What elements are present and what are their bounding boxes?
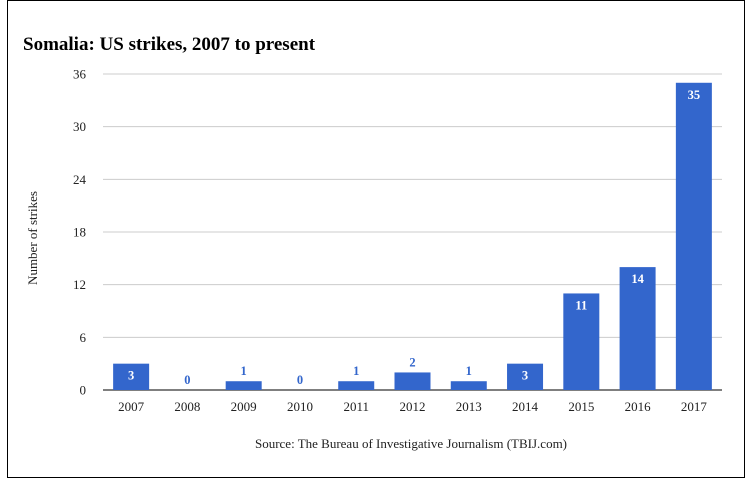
y-tick-label: 18: [73, 225, 86, 240]
bar-2011: [338, 381, 375, 390]
bar-value-label-2008: 0: [184, 373, 190, 387]
bar-value-label-2010: 0: [297, 373, 303, 387]
y-tick-label: 0: [80, 383, 87, 398]
bar-value-label-2016: 14: [631, 272, 644, 286]
bar-2013: [450, 381, 487, 390]
bar-value-labels: 3 0 1 0 1 2 1 3 11 14 35: [128, 88, 700, 387]
y-tick-label: 30: [73, 119, 86, 134]
y-axis-label: Number of strikes: [25, 191, 40, 285]
x-tick-label-2012: 2012: [400, 399, 426, 414]
x-axis-ticks: 2007 2008 2009 2010 2011 2012 2013 2014 2015 2016…: [118, 399, 707, 414]
bar-2009: [225, 381, 262, 390]
x-tick-label-2008: 2008: [174, 399, 200, 414]
bars: [113, 82, 712, 391]
x-tick-label-2014: 2014: [512, 399, 539, 414]
source-note: Source: The Bureau of Investigative Jour…: [255, 436, 567, 451]
bar-2017: [675, 82, 712, 391]
gridlines: [103, 73, 722, 391]
x-tick-label-2016: 2016: [625, 399, 652, 414]
y-tick-label: 12: [73, 277, 86, 292]
chart-title: Somalia: US strikes, 2007 to present: [23, 34, 316, 55]
x-tick-label-2010: 2010: [287, 399, 313, 414]
bar-2016: [619, 267, 656, 390]
x-tick-label-2009: 2009: [231, 399, 257, 414]
y-tick-label: 24: [73, 172, 87, 187]
chart-frame: [7, 0, 745, 478]
bar-value-label-2007: 3: [128, 369, 134, 383]
bar-value-label-2014: 3: [522, 369, 528, 383]
bar-value-label-2012: 2: [409, 355, 415, 369]
bar-value-label-2013: 1: [466, 364, 472, 378]
bar-2015: [563, 293, 600, 390]
bar-value-label-2015: 11: [575, 298, 587, 312]
bar-2007: [113, 363, 150, 390]
x-tick-label-2017: 2017: [681, 399, 708, 414]
x-tick-label-2015: 2015: [568, 399, 594, 414]
y-tick-label: 36: [73, 67, 87, 82]
y-tick-label: 6: [80, 330, 87, 345]
bar-value-label-2011: 1: [353, 364, 359, 378]
y-axis-ticks: 0 6 12 18 24 30 36: [73, 67, 87, 398]
x-tick-label-2011: 2011: [343, 399, 369, 414]
x-tick-label-2007: 2007: [118, 399, 145, 414]
bar-value-label-2017: 35: [688, 88, 701, 102]
bar-2014: [507, 363, 544, 390]
bar-value-label-2009: 1: [241, 364, 247, 378]
x-tick-label-2013: 2013: [456, 399, 482, 414]
bar-2012: [394, 372, 431, 390]
